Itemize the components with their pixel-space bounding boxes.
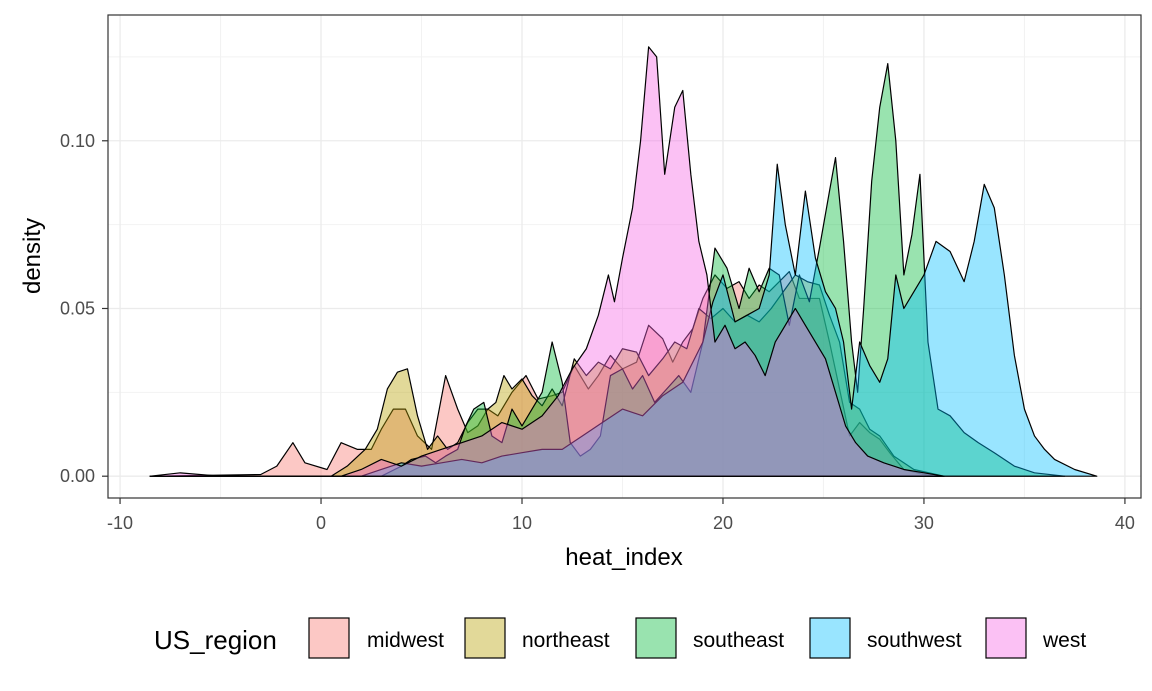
- legend-key-bg: [308, 617, 350, 659]
- y-tick-label: 0.05: [60, 298, 95, 318]
- x-tick-label: -10: [107, 513, 133, 533]
- plot-panel: [108, 15, 1141, 498]
- density-area-west: [149, 46, 945, 477]
- legend-key-bg: [985, 617, 1027, 659]
- legend-key-bg: [464, 617, 506, 659]
- x-tick-label: 20: [713, 513, 733, 533]
- density-area-northeast: [149, 274, 945, 477]
- density-area-southwest: [149, 163, 1098, 477]
- y-axis-title: density: [19, 218, 46, 294]
- legend-item-northeast: northeast: [464, 617, 610, 659]
- x-axis: -10 0 10 20 30 40: [107, 498, 1135, 533]
- legend-key-west: [985, 617, 1027, 659]
- x-tick-label: 30: [914, 513, 934, 533]
- legend-key-southwest: [809, 617, 851, 659]
- legend-key-midwest: [308, 617, 350, 659]
- legend-key-bg: [635, 617, 677, 659]
- y-tick-label: 0.10: [60, 131, 95, 151]
- x-tick-label: 40: [1115, 513, 1135, 533]
- legend-label-southwest: southwest: [867, 629, 962, 652]
- x-tick-label: 0: [316, 513, 326, 533]
- legend-item-southeast: southeast: [635, 617, 784, 659]
- legend-item-southwest: southwest: [809, 617, 962, 659]
- legend-item-midwest: midwest: [308, 617, 444, 659]
- legend-label-northeast: northeast: [522, 629, 610, 652]
- legend-key-bg: [809, 617, 851, 659]
- legend-label-southeast: southeast: [693, 629, 784, 652]
- legend-label-west: west: [1042, 629, 1086, 652]
- legend-item-west: west: [985, 617, 1086, 659]
- x-axis-title: heat_index: [565, 544, 682, 571]
- plot-panel-border: [107, 14, 1142, 499]
- legend-items: midwest northeast southeast southwest west: [308, 617, 1086, 659]
- y-axis: 0.00 0.05 0.10: [60, 131, 108, 486]
- legend-title: US_region: [154, 625, 277, 655]
- x-tick-label: 10: [512, 513, 532, 533]
- legend: US_region midwest northeast southeast south…: [154, 617, 1086, 659]
- density-series: [149, 46, 1098, 477]
- y-tick-label: 0.00: [60, 466, 95, 486]
- legend-label-midwest: midwest: [367, 629, 444, 652]
- legend-key-southeast: [635, 617, 677, 659]
- legend-key-northeast: [464, 617, 506, 659]
